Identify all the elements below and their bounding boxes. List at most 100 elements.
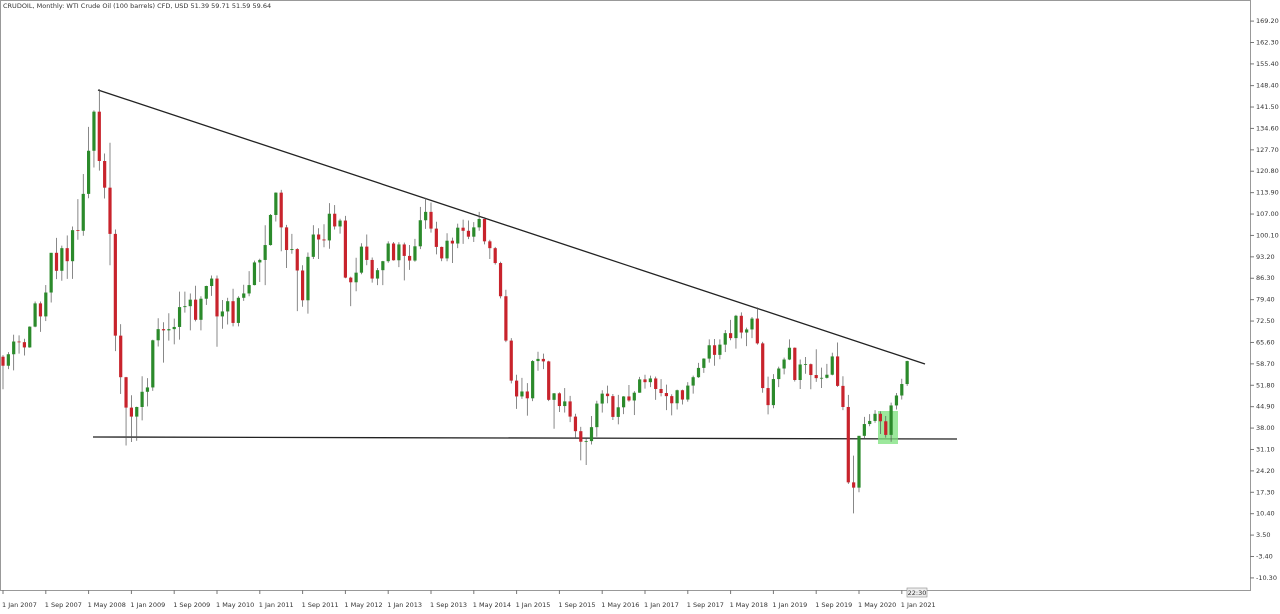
candle-body xyxy=(386,243,390,262)
x-tick-label: 1 May 2010 xyxy=(216,601,254,609)
candle-body xyxy=(113,233,117,336)
candle-body xyxy=(167,329,171,331)
candle-body xyxy=(252,262,257,286)
candle-body xyxy=(161,329,166,331)
candle-body xyxy=(49,252,53,293)
candle-body xyxy=(54,252,59,271)
time-marker-box xyxy=(906,587,928,598)
candle-body xyxy=(44,292,48,317)
y-tick-label: 113.90 xyxy=(1256,189,1279,197)
x-tick-label: 1 Jan 2019 xyxy=(772,601,807,609)
candle-body xyxy=(515,380,519,397)
candle-body xyxy=(119,335,123,378)
candle-body xyxy=(563,401,567,407)
candle-body xyxy=(65,248,69,262)
candle-body xyxy=(552,393,556,400)
candle-body xyxy=(461,227,465,231)
candle-body xyxy=(696,367,701,378)
y-tick-label: 134.60 xyxy=(1256,124,1279,132)
resistance-trendline xyxy=(97,89,926,365)
support-line xyxy=(92,436,958,440)
candle-body xyxy=(814,375,818,379)
x-tick-label: 1 Sep 2015 xyxy=(558,601,595,609)
candle-body xyxy=(643,379,647,383)
candle-body xyxy=(381,261,385,271)
x-tick-label: 1 Sep 2007 xyxy=(45,601,82,609)
candle-body xyxy=(194,299,198,320)
candle-body xyxy=(338,220,342,227)
x-tick-label: 1 Sep 2009 xyxy=(173,601,210,609)
x-tick-label: 1 Jan 2021 xyxy=(901,601,936,609)
candle-body xyxy=(825,374,829,378)
candle-body xyxy=(12,341,16,355)
candle-body xyxy=(670,396,674,404)
candle-body xyxy=(33,303,37,327)
candle-body xyxy=(482,219,487,242)
y-tick-label: 93.20 xyxy=(1256,253,1275,261)
candle-body xyxy=(873,413,877,421)
candle-body xyxy=(311,234,315,257)
y-tick-label: 17.30 xyxy=(1256,488,1275,496)
candle-body xyxy=(579,431,583,442)
y-tick-label: 44.90 xyxy=(1256,403,1275,411)
candle-body xyxy=(622,396,626,408)
x-tick-label: 1 Jan 2009 xyxy=(130,601,165,609)
candle-body xyxy=(290,249,294,251)
candle-body xyxy=(595,403,599,428)
x-tick-label: 1 May 2014 xyxy=(473,601,511,609)
candle-body xyxy=(220,311,224,317)
candle-body xyxy=(440,246,444,259)
y-tick-label: 107.00 xyxy=(1256,210,1279,218)
x-tick-label: 1 Jan 2011 xyxy=(259,601,294,609)
candle-body xyxy=(798,364,802,380)
candle-body xyxy=(429,211,433,229)
candle-body xyxy=(17,341,21,343)
candle-body xyxy=(151,340,155,388)
time-marker: 22:30 xyxy=(908,589,927,597)
candle-body xyxy=(129,407,133,417)
candle-body xyxy=(691,377,695,386)
candle-body xyxy=(279,192,283,228)
candle-body xyxy=(729,333,733,339)
candle-body xyxy=(846,406,850,483)
candle-body xyxy=(878,413,882,422)
candle-body xyxy=(504,296,508,341)
y-tick-label: 79.40 xyxy=(1256,296,1275,304)
y-tick-label: 10.40 xyxy=(1256,510,1275,518)
candle-body xyxy=(397,244,401,261)
candle-body xyxy=(868,420,872,425)
candle-body xyxy=(680,390,685,400)
candle-body xyxy=(771,379,775,406)
candle-body xyxy=(81,193,85,231)
candle-body xyxy=(654,378,658,389)
candle-body xyxy=(204,286,208,299)
candle-body xyxy=(638,379,642,393)
x-tick-label: 1 Jan 2015 xyxy=(516,601,551,609)
highlight-box xyxy=(878,411,898,444)
candle-body xyxy=(889,405,893,435)
candle-body xyxy=(718,344,722,355)
candle-body xyxy=(76,230,80,231)
candle-body xyxy=(745,329,749,333)
x-tick-label: 1 May 2012 xyxy=(344,601,382,609)
candle-body xyxy=(295,249,299,271)
candle-body xyxy=(584,441,588,442)
y-tick-label: 148.40 xyxy=(1256,82,1279,90)
x-tick-label: 1 May 2020 xyxy=(858,601,896,609)
candle-body xyxy=(188,299,192,307)
y-tick-label: 24.20 xyxy=(1256,467,1275,475)
candle-body xyxy=(541,358,545,362)
candle-body xyxy=(445,240,449,259)
candle-body xyxy=(145,387,150,392)
y-tick-label: 3.50 xyxy=(1256,531,1270,539)
y-tick-label: 31.10 xyxy=(1256,445,1275,453)
y-tick-label: 155.40 xyxy=(1256,60,1279,68)
candle-body xyxy=(498,263,503,297)
candle-body xyxy=(306,256,310,301)
candle-body xyxy=(648,378,652,383)
candle-body xyxy=(156,329,160,341)
candle-body xyxy=(263,245,267,260)
candle-body xyxy=(761,343,765,389)
candle-body xyxy=(787,347,792,360)
